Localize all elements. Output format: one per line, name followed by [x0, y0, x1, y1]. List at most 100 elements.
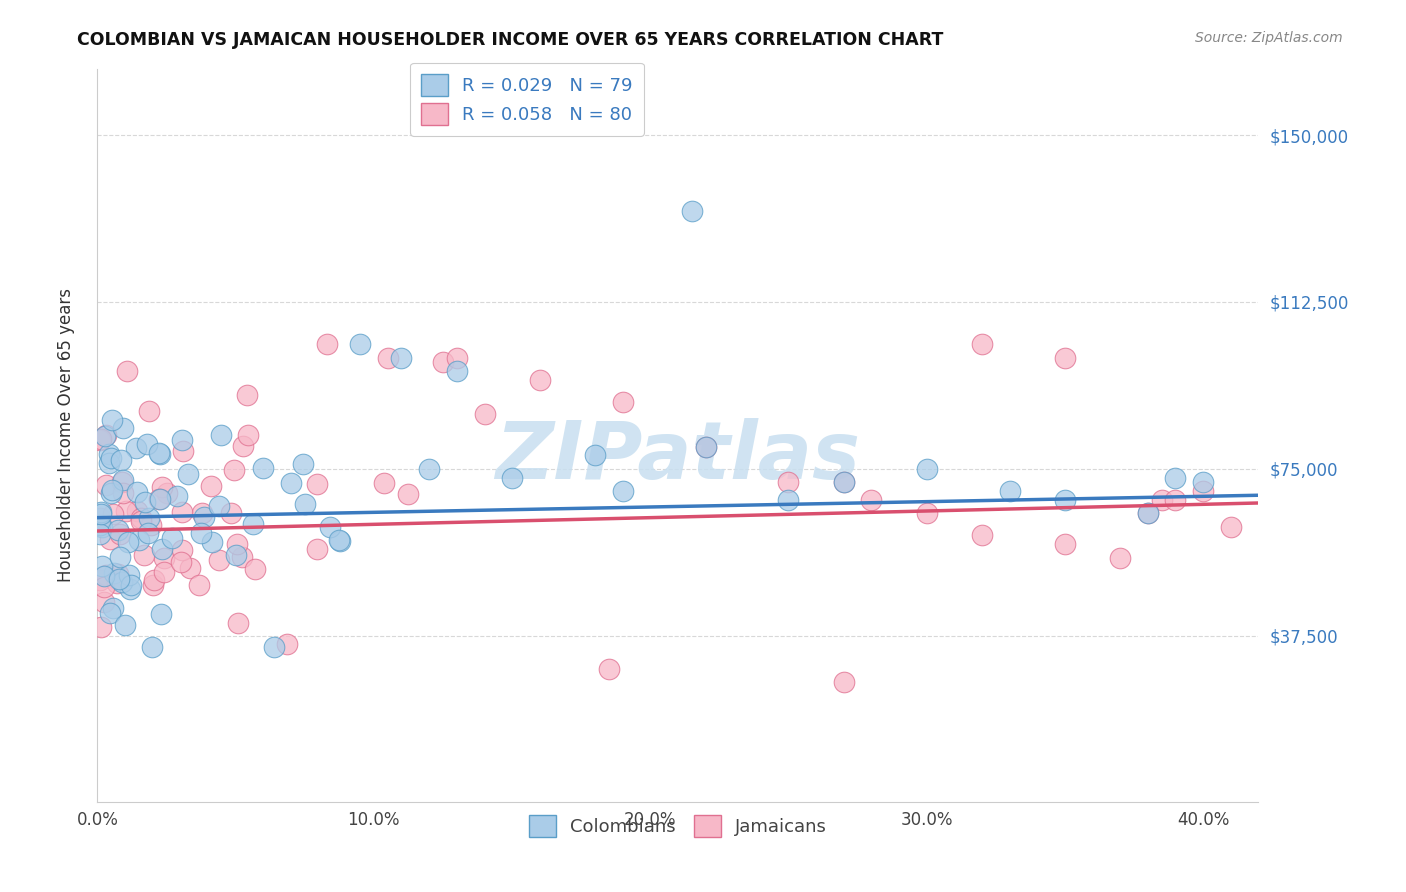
Jamaicans — [970, 528, 993, 542]
Colombians — [100, 450, 122, 465]
Jamaicans — [153, 551, 176, 566]
Jamaicans — [94, 428, 117, 442]
Colombians — [98, 606, 121, 620]
Jamaicans — [115, 364, 138, 378]
Jamaicans — [142, 573, 165, 587]
Colombians — [319, 520, 342, 534]
Colombians — [1053, 492, 1076, 507]
Jamaicans — [179, 560, 201, 574]
Colombians — [242, 517, 264, 532]
Jamaicans — [94, 567, 117, 582]
Colombians — [252, 461, 274, 475]
Jamaicans — [695, 440, 717, 454]
Jamaicans — [172, 543, 194, 558]
Jamaicans — [138, 404, 160, 418]
Colombians — [612, 483, 634, 498]
Jamaicans — [1192, 483, 1215, 498]
Jamaicans — [170, 555, 193, 569]
Colombians — [108, 573, 131, 587]
Colombians — [108, 550, 131, 565]
Jamaicans — [142, 578, 165, 592]
Jamaicans — [94, 478, 117, 492]
Colombians — [93, 429, 115, 443]
Jamaicans — [832, 475, 855, 489]
Y-axis label: Householder Income Over 65 years: Householder Income Over 65 years — [58, 288, 75, 582]
Colombians — [200, 534, 222, 549]
Colombians — [446, 364, 468, 378]
Colombians — [190, 525, 212, 540]
Colombians — [120, 578, 142, 592]
Colombians — [89, 526, 111, 541]
Colombians — [1164, 470, 1187, 484]
Jamaicans — [1136, 506, 1159, 520]
Jamaicans — [93, 580, 115, 594]
Jamaicans — [90, 433, 112, 447]
Colombians — [138, 511, 160, 525]
Colombians — [166, 489, 188, 503]
Colombians — [91, 558, 114, 573]
Jamaicans — [200, 478, 222, 492]
Colombians — [294, 497, 316, 511]
Legend: Colombians, Jamaicans: Colombians, Jamaicans — [522, 808, 834, 845]
Text: Source: ZipAtlas.com: Source: ZipAtlas.com — [1195, 31, 1343, 45]
Jamaicans — [373, 475, 395, 490]
Jamaicans — [446, 351, 468, 365]
Jamaicans — [115, 503, 138, 517]
Jamaicans — [153, 566, 176, 580]
Jamaicans — [245, 562, 267, 576]
Colombians — [778, 492, 800, 507]
Jamaicans — [915, 506, 938, 520]
Colombians — [90, 505, 112, 519]
Colombians — [134, 494, 156, 508]
Jamaicans — [315, 337, 337, 351]
Colombians — [391, 351, 413, 365]
Jamaicans — [191, 506, 214, 520]
Text: ZIPatlas: ZIPatlas — [495, 418, 860, 497]
Jamaicans — [1053, 537, 1076, 551]
Colombians — [162, 531, 184, 545]
Colombians — [328, 533, 350, 548]
Jamaicans — [231, 550, 253, 565]
Colombians — [103, 566, 125, 581]
Jamaicans — [236, 388, 259, 402]
Jamaicans — [396, 487, 419, 501]
Jamaicans — [598, 662, 620, 676]
Jamaicans — [219, 506, 242, 520]
Jamaicans — [89, 511, 111, 525]
Colombians — [93, 569, 115, 583]
Jamaicans — [89, 573, 111, 587]
Jamaicans — [108, 526, 131, 541]
Jamaicans — [125, 504, 148, 518]
Jamaicans — [612, 395, 634, 409]
Jamaicans — [225, 537, 247, 551]
Jamaicans — [474, 408, 496, 422]
Colombians — [208, 500, 231, 514]
Jamaicans — [187, 578, 209, 592]
Jamaicans — [832, 675, 855, 690]
Colombians — [90, 520, 112, 534]
Colombians — [832, 475, 855, 489]
Jamaicans — [1219, 519, 1241, 533]
Jamaicans — [1053, 351, 1076, 365]
Colombians — [112, 421, 135, 435]
Colombians — [150, 541, 173, 556]
Colombians — [695, 440, 717, 454]
Colombians — [583, 449, 606, 463]
Jamaicans — [432, 355, 454, 369]
Jamaicans — [305, 542, 328, 557]
Colombians — [501, 470, 523, 484]
Jamaicans — [93, 595, 115, 609]
Colombians — [681, 203, 703, 218]
Jamaicans — [529, 373, 551, 387]
Jamaicans — [232, 439, 254, 453]
Jamaicans — [98, 532, 121, 546]
Colombians — [118, 582, 141, 596]
Colombians — [125, 442, 148, 456]
Colombians — [89, 518, 111, 533]
Colombians — [263, 640, 285, 654]
Colombians — [149, 607, 172, 621]
Jamaicans — [105, 576, 128, 591]
Colombians — [172, 433, 194, 447]
Jamaicans — [150, 480, 173, 494]
Jamaicans — [970, 337, 993, 351]
